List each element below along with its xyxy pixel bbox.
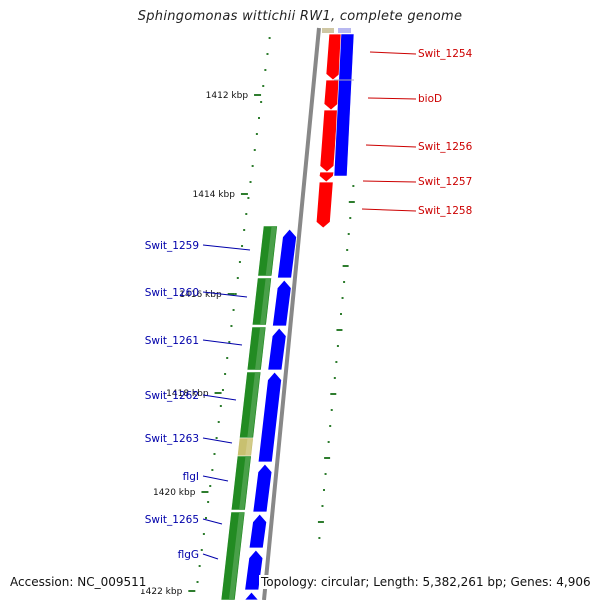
top-stub-gene (322, 28, 334, 33)
backbone-line (262, 27, 321, 600)
gene-label: Swit_1259 (145, 240, 199, 252)
scale-label: 1414 kbp (193, 190, 236, 200)
gene-label: Swit_1258 (418, 205, 472, 217)
red-gene-track (315, 33, 344, 229)
blue-gene-arrow (244, 549, 264, 591)
gene-label: Swit_1256 (418, 141, 473, 153)
ruler-ticks (196, 37, 355, 583)
top-gene-stub (322, 28, 351, 33)
blue-gene-bar (333, 33, 355, 177)
scale-label: 1420 kbp (153, 488, 196, 498)
gene-label: Swit_1263 (145, 433, 199, 445)
red-gene-arrow (315, 181, 334, 229)
red-gene-arrow (319, 109, 339, 173)
green-gene-highlight (265, 227, 277, 275)
label-leader (367, 97, 417, 100)
blue-gene-track (243, 33, 355, 600)
accession-text: Accession: NC_009511 (8, 575, 149, 589)
label-leader (365, 144, 417, 148)
label-leader (202, 244, 251, 251)
scale-label: 1416 kbp (179, 290, 222, 300)
label-leader (202, 394, 237, 401)
blue-gene-arrow (277, 228, 298, 279)
green-gene-bar (257, 225, 278, 277)
scale-label: 1418 kbp (166, 389, 209, 399)
gene-labels: Swit_1254 bioD Swit_1256 Swit_1257 Swit_1258… (145, 48, 473, 561)
label-leader (202, 518, 223, 525)
gene-label: Swit_1260 (145, 287, 199, 299)
red-gene-arrow (325, 33, 344, 81)
green-gene-highlight (239, 457, 251, 509)
label-leader (361, 208, 417, 212)
gene-label: flgG (178, 549, 199, 561)
gene-label: Swit_1262 (145, 390, 199, 402)
blue-gene-arrow (248, 513, 268, 549)
green-gene-highlight (245, 439, 253, 455)
gene-label: Swit_1254 (418, 48, 473, 60)
gene-label: Swit_1265 (145, 514, 199, 526)
scale-labels: 1412 kbp 1414 kbp 1416 kbp 1418 kbp 1420 kbp… (140, 91, 262, 597)
green-gene-highlight (247, 373, 260, 437)
green-gene-highlight (229, 513, 244, 599)
green-gene-bar (246, 326, 267, 371)
gene-label-leaders (202, 51, 417, 560)
gene-label: Swit_1257 (418, 176, 472, 188)
gene-label: flgI (183, 471, 199, 483)
blue-gene-arrow (267, 327, 287, 371)
label-leader (202, 553, 219, 560)
label-leader (362, 180, 417, 183)
label-leader (369, 51, 417, 55)
blue-gene-arrow (257, 371, 283, 463)
green-gene-bar (220, 511, 246, 600)
label-leader (202, 291, 248, 298)
blue-gene-arrow (271, 279, 292, 327)
label-leader (202, 437, 233, 444)
blue-gene-arrow (243, 591, 260, 600)
top-stub-gene (338, 28, 351, 33)
scale-label: 1412 kbp (206, 91, 249, 101)
blue-gene-arrow (252, 463, 273, 513)
genome-backbone (262, 27, 321, 600)
green-gene-track (220, 225, 278, 600)
green-gene-highlight (260, 279, 271, 324)
label-leader (202, 339, 243, 346)
green-gene-bar (230, 455, 252, 511)
green-gene-bar (251, 277, 272, 326)
red-gene-arrow (318, 171, 335, 183)
scale-label: 1422 kbp (140, 587, 183, 597)
genome-title: Sphingomonas wittichii RW1, complete gen… (137, 9, 463, 24)
gene-label: bioD (418, 93, 442, 105)
gene-label: Swit_1261 (145, 335, 199, 347)
green-gene-highlight (255, 328, 265, 369)
label-leader (202, 475, 229, 482)
topology-text: Topology: circular; Length: 5,382,261 bp… (259, 575, 593, 589)
